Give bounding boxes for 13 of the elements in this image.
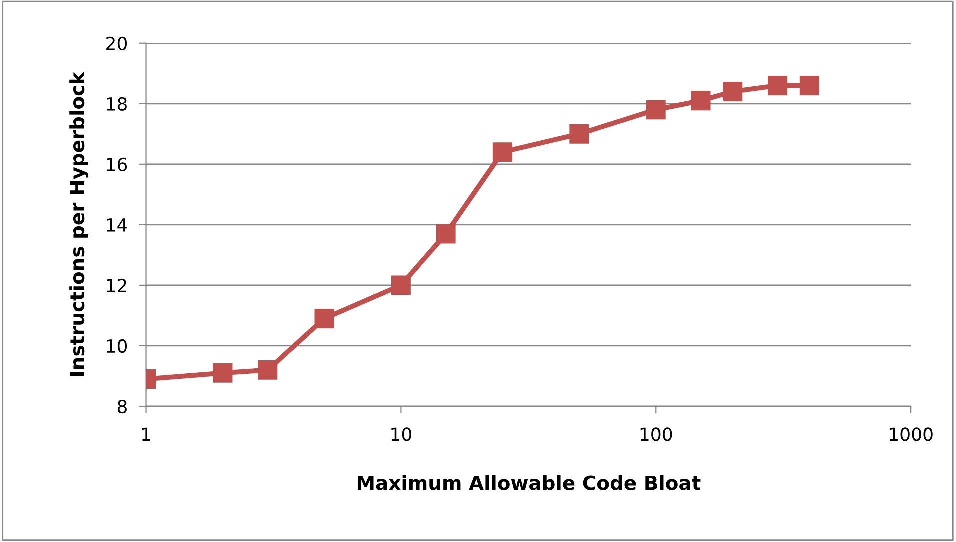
y-tick-label: 18 [107, 97, 127, 111]
x-tick-label: 10 [392, 428, 412, 442]
y-axis-title: Instructions per Hyperblock [70, 72, 89, 376]
y-tick-label: 12 [107, 278, 126, 292]
x-tick-label: 100 [640, 428, 672, 442]
x-tick-label: 1 [142, 428, 150, 442]
y-tick-label: 10 [107, 339, 128, 354]
y-tick-label: 8 [118, 400, 127, 414]
y-tick-label: 20 [106, 36, 128, 50]
y-tick-label: 16 [107, 158, 128, 172]
x-tick-label: 1000 [890, 428, 933, 442]
x-axis-title: Maximum Allowable Code Bloat [358, 475, 701, 490]
y-tick-label: 14 [107, 218, 128, 232]
